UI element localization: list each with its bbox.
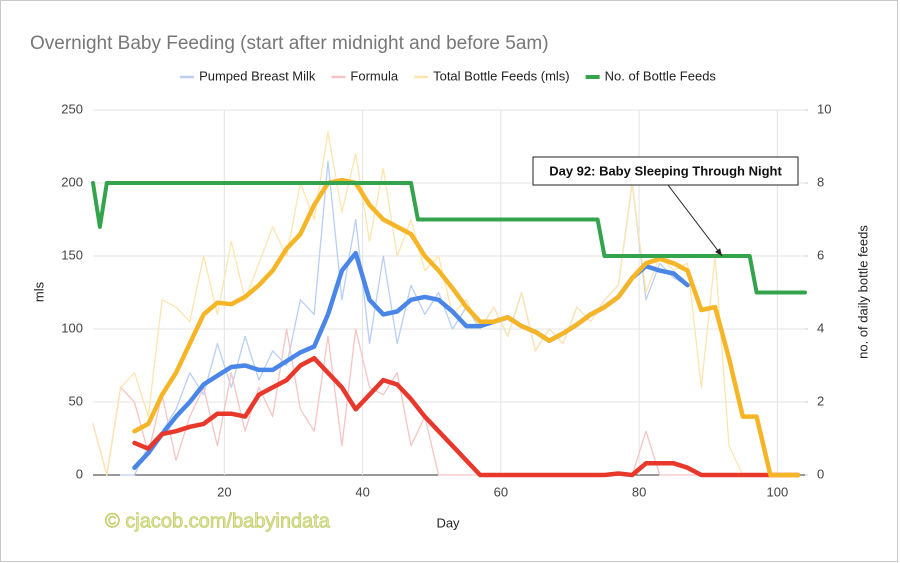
legend-label: Pumped Breast Milk bbox=[199, 68, 316, 83]
y2-tick-label: 8 bbox=[817, 174, 824, 189]
legend-item: Formula bbox=[331, 68, 399, 83]
y-tick-label: 50 bbox=[69, 393, 83, 408]
y-tick-label: 0 bbox=[76, 466, 83, 481]
x-axis-title: Day bbox=[436, 515, 460, 530]
y-axis-title: mls bbox=[31, 281, 46, 302]
y2-axis-title: no. of daily bottle feeds bbox=[855, 225, 870, 359]
annotation: Day 92: Baby Sleeping Through Night bbox=[532, 156, 799, 257]
x-tick-label: 80 bbox=[632, 484, 646, 499]
legend-label: No. of Bottle Feeds bbox=[605, 68, 717, 83]
legend-item: Pumped Breast Milk bbox=[180, 68, 316, 83]
trend-line bbox=[132, 355, 801, 478]
watermark: © cjacob.com/babyindata bbox=[105, 510, 331, 532]
x-tick-label: 60 bbox=[494, 484, 508, 499]
y2-tick-label: 0 bbox=[817, 466, 824, 481]
legend-label: Total Bottle Feeds (mls) bbox=[433, 68, 570, 83]
x-tick-label: 20 bbox=[217, 484, 231, 499]
legend-item: Total Bottle Feeds (mls) bbox=[414, 68, 570, 83]
y-tick-label: 100 bbox=[61, 320, 83, 335]
plot bbox=[91, 131, 807, 478]
y-tick-label: 150 bbox=[61, 247, 83, 262]
series-line bbox=[91, 181, 807, 295]
annotation-box bbox=[532, 156, 799, 186]
annotation-text: Day 92: Baby Sleeping Through Night bbox=[549, 163, 782, 178]
y2-tick-label: 6 bbox=[817, 247, 824, 262]
legend-label: Formula bbox=[350, 68, 398, 83]
arrow-head bbox=[715, 248, 723, 256]
y2-tick-label: 2 bbox=[817, 393, 824, 408]
annotation-arrow bbox=[667, 184, 723, 257]
y-tick-label: 250 bbox=[61, 101, 83, 116]
legend-item: No. of Bottle Feeds bbox=[585, 68, 717, 83]
legend: Pumped Breast Milk Formula Total Bottle Fe… bbox=[180, 68, 716, 83]
x-tick-label: 40 bbox=[355, 484, 369, 499]
trend-line bbox=[132, 177, 801, 478]
y2-tick-label: 10 bbox=[817, 101, 831, 116]
chart-title: Overnight Baby Feeding (start after midn… bbox=[30, 33, 549, 54]
x-tick-label: 100 bbox=[766, 484, 788, 499]
y2-tick-label: 4 bbox=[817, 320, 824, 335]
y-tick-label: 200 bbox=[61, 174, 83, 189]
